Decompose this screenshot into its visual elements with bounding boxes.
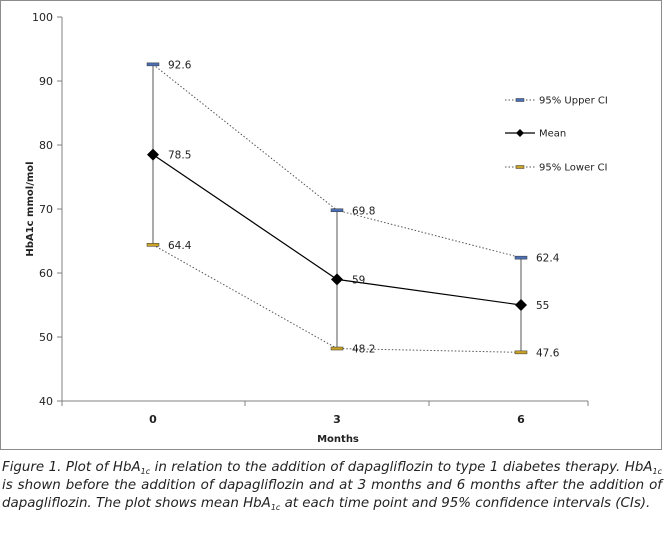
caption-prefix: Figure 1. Plot of HbA: [2, 460, 141, 475]
y-tick-label: 50: [39, 331, 53, 344]
y-tick-label: 60: [39, 267, 53, 280]
upper-ci-data-label: 69.8: [352, 205, 375, 217]
y-tick-label: 40: [39, 395, 53, 408]
mean-data-label: 78.5: [168, 150, 191, 162]
legend-mean-label: Mean: [539, 129, 566, 140]
x-tick-label: 3: [333, 413, 341, 426]
upper-ci-data-label: 92.6: [168, 59, 192, 71]
caption-part-2: is shown before the addition of dapaglif…: [2, 478, 662, 511]
lower-ci-data-label: 64.4: [168, 240, 192, 252]
x-axis-title: Months: [317, 434, 359, 445]
legend-lower-marker: [515, 165, 525, 169]
mean-point: [515, 299, 527, 311]
legend-mean-marker: [516, 129, 524, 137]
legend-upper-label: 95% Upper CI: [539, 96, 608, 107]
mean-data-label: 59: [352, 274, 365, 286]
figure-caption: Figure 1. Plot of HbA1c in relation to t…: [2, 459, 662, 513]
y-tick-label: 100: [32, 11, 53, 24]
caption-sub-2: 1c: [652, 467, 663, 476]
y-axis-title: HbA1c mmol/mol: [25, 161, 36, 256]
x-tick-label: 6: [517, 413, 525, 426]
upper-ci-point: [514, 255, 528, 260]
lower-ci-point: [330, 346, 344, 351]
upper-ci-data-label: 62.4: [536, 253, 560, 265]
lower-ci-point: [514, 350, 528, 355]
x-tick-label: 0: [149, 413, 157, 426]
caption-sub-3: 1c: [270, 503, 281, 512]
upper-ci-point: [330, 208, 344, 213]
legend-lower-label: 95% Lower CI: [539, 163, 607, 174]
chart: 40 50 60 70 80 90 100 0 3 6 Months HbA1c mmol/mol 92…: [25, 11, 608, 445]
lower-ci-data-label: 48.2: [352, 344, 375, 356]
caption-part-3: at each time point and 95% confidence in…: [280, 496, 651, 511]
mean-data-label: 55: [536, 300, 549, 312]
y-tick-label: 80: [39, 139, 53, 152]
caption-sub-1: 1c: [140, 467, 151, 476]
mean-point: [331, 273, 343, 286]
legend-upper-marker: [515, 98, 525, 102]
caption-part-1: in relation to the addition of dapaglifl…: [150, 460, 653, 475]
lower-ci-point: [146, 243, 160, 247]
y-tick-label: 70: [39, 203, 53, 216]
lower-ci-data-label: 47.6: [536, 347, 560, 359]
y-tick-label: 90: [39, 75, 53, 88]
upper-ci-point: [146, 62, 160, 67]
mean-point: [147, 148, 159, 161]
chart-frame: [0, 0, 662, 450]
